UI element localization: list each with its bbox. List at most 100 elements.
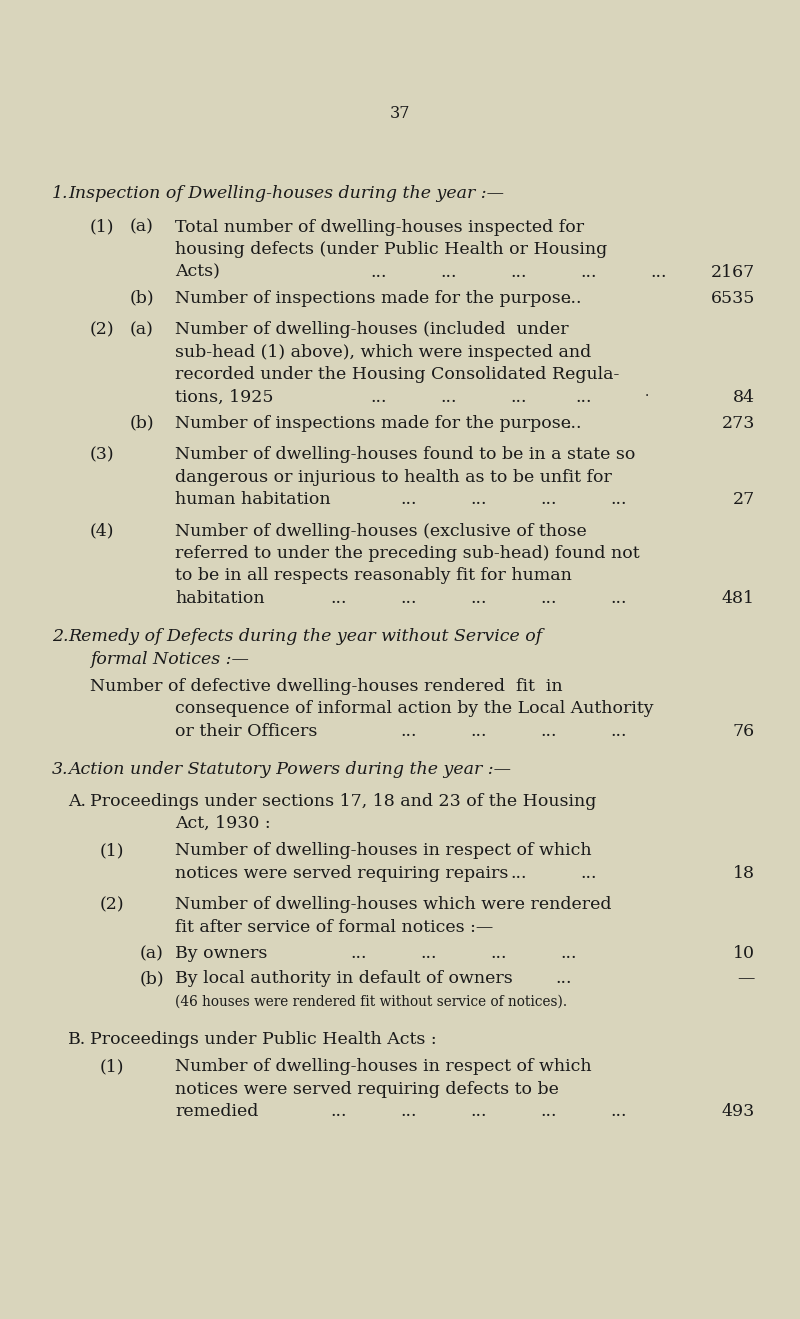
Text: Number of dwelling-houses in respect of which: Number of dwelling-houses in respect of … [175, 842, 592, 859]
Text: ...: ... [555, 971, 571, 987]
Text: Proceedings under Public Health Acts :: Proceedings under Public Health Acts : [90, 1031, 437, 1049]
Text: ...: ... [420, 946, 437, 963]
Text: ...: ... [510, 389, 526, 406]
Text: 2.: 2. [52, 628, 69, 645]
Text: formal Notices :—: formal Notices :— [90, 650, 249, 667]
Text: recorded under the Housing Consolidated Regula-: recorded under the Housing Consolidated … [175, 367, 619, 383]
Text: ...: ... [580, 264, 597, 281]
Text: ...: ... [610, 590, 626, 607]
Text: 481: 481 [722, 590, 755, 607]
Text: ...: ... [400, 1103, 417, 1120]
Text: referred to under the preceding sub-head) found not: referred to under the preceding sub-head… [175, 545, 640, 562]
Text: ...: ... [440, 264, 457, 281]
Text: to be in all respects reasonably fit for human: to be in all respects reasonably fit for… [175, 567, 572, 584]
Text: 76: 76 [733, 723, 755, 740]
Text: notices were served requiring repairs: notices were served requiring repairs [175, 864, 508, 881]
Text: (b): (b) [130, 414, 154, 431]
Text: ...: ... [440, 389, 457, 406]
Text: Number of inspections made for the purpose: Number of inspections made for the purpo… [175, 414, 571, 431]
Text: (2): (2) [100, 896, 125, 913]
Text: human habitation: human habitation [175, 491, 330, 508]
Text: ...: ... [330, 590, 346, 607]
Text: ...: ... [610, 723, 626, 740]
Text: (a): (a) [130, 219, 154, 236]
Text: Act, 1930 :: Act, 1930 : [175, 815, 270, 832]
Text: 27: 27 [733, 491, 755, 508]
Text: ...: ... [650, 264, 666, 281]
Text: ...: ... [575, 389, 591, 406]
Text: ...: ... [470, 723, 486, 740]
Text: (b): (b) [130, 290, 154, 306]
Text: Number of dwelling-houses found to be in a state so: Number of dwelling-houses found to be in… [175, 446, 635, 463]
Text: (1): (1) [90, 219, 114, 236]
Text: ...: ... [560, 946, 577, 963]
Text: ...: ... [470, 590, 486, 607]
Text: 1.: 1. [52, 185, 69, 202]
Text: housing defects (under Public Health or Housing: housing defects (under Public Health or … [175, 241, 607, 259]
Text: or their Officers: or their Officers [175, 723, 318, 740]
Text: ...: ... [540, 723, 557, 740]
Text: (1): (1) [100, 1058, 125, 1075]
Text: 273: 273 [722, 414, 755, 431]
Text: dangerous or injurious to health as to be unfit for: dangerous or injurious to health as to b… [175, 468, 612, 485]
Text: (1): (1) [100, 842, 125, 859]
Text: ...: ... [565, 414, 582, 431]
Text: Number of dwelling-houses in respect of which: Number of dwelling-houses in respect of … [175, 1058, 592, 1075]
Text: (46 houses were rendered fit without service of notices).: (46 houses were rendered fit without ser… [175, 995, 567, 1009]
Text: ...: ... [400, 491, 417, 508]
Text: ...: ... [330, 1103, 346, 1120]
Text: ...: ... [400, 590, 417, 607]
Text: habitation: habitation [175, 590, 265, 607]
Text: 84: 84 [733, 389, 755, 406]
Text: Number of dwelling-houses (exclusive of those: Number of dwelling-houses (exclusive of … [175, 522, 586, 539]
Text: 3.: 3. [52, 761, 69, 778]
Text: ...: ... [610, 1103, 626, 1120]
Text: Total number of dwelling-houses inspected for: Total number of dwelling-houses inspecte… [175, 219, 584, 236]
Text: consequence of informal action by the Local Authority: consequence of informal action by the Lo… [175, 700, 654, 718]
Text: fit after service of formal notices :—: fit after service of formal notices :— [175, 918, 494, 935]
Text: 6535: 6535 [710, 290, 755, 306]
Text: 493: 493 [722, 1103, 755, 1120]
Text: ...: ... [490, 946, 506, 963]
Text: Acts): Acts) [175, 264, 220, 281]
Text: notices were served requiring defects to be: notices were served requiring defects to… [175, 1080, 559, 1097]
Text: Number of inspections made for the purpose: Number of inspections made for the purpo… [175, 290, 571, 306]
Text: ...: ... [540, 1103, 557, 1120]
Text: (b): (b) [140, 971, 165, 987]
Text: Number of dwelling-houses (included  under: Number of dwelling-houses (included unde… [175, 321, 569, 338]
Text: (a): (a) [130, 321, 154, 338]
Text: 37: 37 [390, 106, 410, 121]
Text: ...: ... [370, 389, 386, 406]
Text: ...: ... [565, 290, 582, 306]
Text: ...: ... [470, 1103, 486, 1120]
Text: —: — [738, 971, 755, 987]
Text: ...: ... [370, 264, 386, 281]
Text: ...: ... [510, 264, 526, 281]
Text: 2167: 2167 [710, 264, 755, 281]
Text: ...: ... [350, 946, 366, 963]
Text: sub-head (1) above), which were inspected and: sub-head (1) above), which were inspecte… [175, 344, 591, 360]
Text: (a): (a) [140, 946, 164, 963]
Text: Number of defective dwelling-houses rendered  fit  in: Number of defective dwelling-houses rend… [90, 678, 562, 695]
Text: ...: ... [400, 723, 417, 740]
Text: ...: ... [510, 864, 526, 881]
Text: ...: ... [580, 864, 597, 881]
Text: Number of dwelling-houses which were rendered: Number of dwelling-houses which were ren… [175, 896, 611, 913]
Text: ...: ... [540, 590, 557, 607]
Text: Remedy of Defects during the year without Service of: Remedy of Defects during the year withou… [68, 628, 542, 645]
Text: B.: B. [68, 1031, 86, 1049]
Text: Inspection of Dwelling-houses during the year :—: Inspection of Dwelling-houses during the… [68, 185, 504, 202]
Text: tions, 1925: tions, 1925 [175, 389, 274, 406]
Text: A.: A. [68, 793, 86, 810]
Text: Action under Statutory Powers during the year :—: Action under Statutory Powers during the… [68, 761, 511, 778]
Text: (2): (2) [90, 321, 114, 338]
Text: ·: · [645, 389, 650, 402]
Text: By owners: By owners [175, 946, 267, 963]
Text: remedied: remedied [175, 1103, 258, 1120]
Text: (4): (4) [90, 522, 114, 539]
Text: By local authority in default of owners: By local authority in default of owners [175, 971, 513, 987]
Text: (3): (3) [90, 446, 114, 463]
Text: Proceedings under sections 17, 18 and 23 of the Housing: Proceedings under sections 17, 18 and 23… [90, 793, 596, 810]
Text: 18: 18 [733, 864, 755, 881]
Text: 10: 10 [733, 946, 755, 963]
